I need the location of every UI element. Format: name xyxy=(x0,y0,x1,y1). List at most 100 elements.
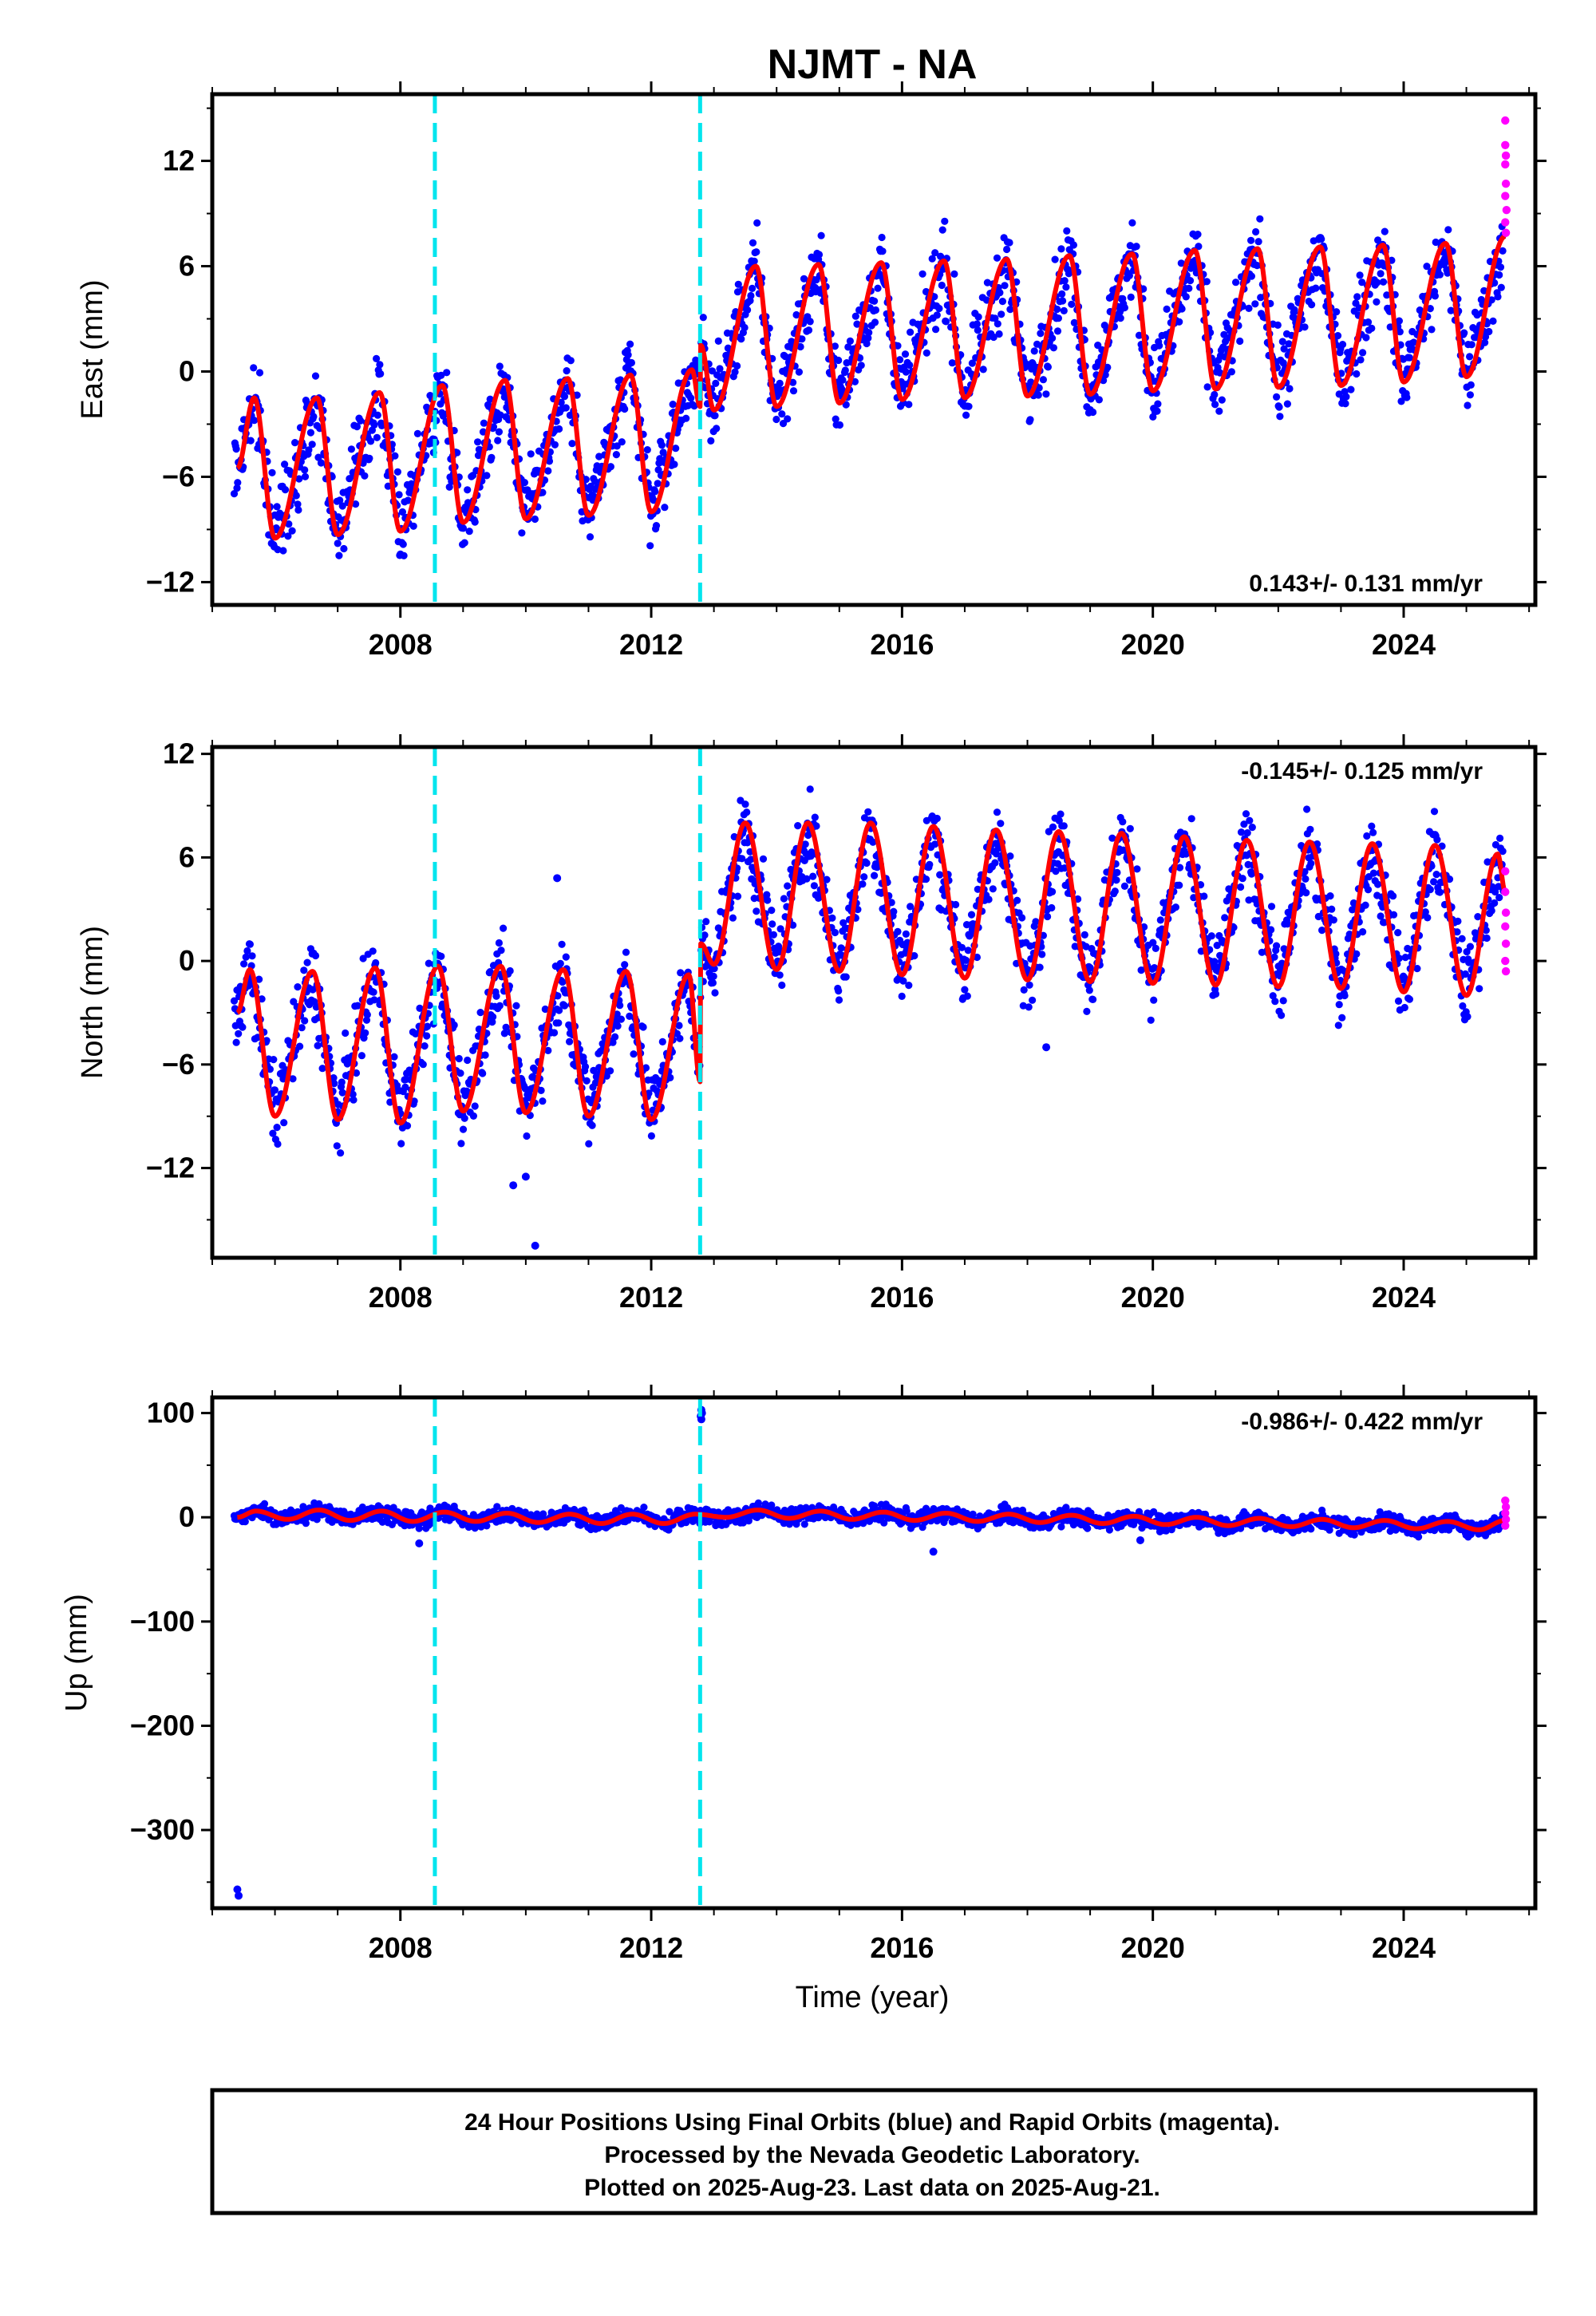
data-point xyxy=(1245,304,1253,312)
data-point xyxy=(506,966,514,975)
data-point xyxy=(789,387,798,395)
data-point xyxy=(1364,318,1373,326)
data-point xyxy=(357,417,365,425)
data-point xyxy=(376,361,384,369)
rapid-orbit-point xyxy=(1501,908,1511,917)
data-point xyxy=(391,452,399,460)
data-point xyxy=(743,808,751,816)
data-point xyxy=(1058,290,1066,298)
data-point xyxy=(769,931,778,939)
data-point xyxy=(294,500,302,508)
data-point xyxy=(1275,403,1283,411)
data-point xyxy=(483,472,491,480)
data-point xyxy=(568,440,576,448)
data-point xyxy=(1374,880,1382,888)
data-point xyxy=(233,484,241,492)
data-point xyxy=(733,892,742,900)
data-point xyxy=(905,401,913,409)
data-point xyxy=(1329,916,1337,924)
data-point xyxy=(395,491,403,499)
data-point xyxy=(974,313,982,321)
data-point xyxy=(369,947,377,955)
data-point xyxy=(1049,887,1057,895)
data-point xyxy=(303,958,311,966)
data-point xyxy=(423,1032,431,1040)
data-point xyxy=(828,914,836,922)
data-point xyxy=(1436,271,1444,279)
data-point xyxy=(301,1017,309,1025)
data-point xyxy=(1464,1013,1472,1021)
data-point xyxy=(996,289,1004,297)
data-point xyxy=(1246,816,1254,824)
data-point xyxy=(555,425,563,433)
data-point xyxy=(399,540,407,548)
figure-title: NJMT - NA xyxy=(768,41,978,88)
data-point xyxy=(1497,283,1505,291)
data-point xyxy=(437,952,445,960)
data-point xyxy=(1468,341,1476,349)
data-point xyxy=(907,328,915,336)
data-point xyxy=(1436,888,1444,896)
data-point xyxy=(749,284,757,292)
rapid-orbit-point xyxy=(1501,151,1511,160)
outlier-point xyxy=(531,1241,539,1250)
data-point xyxy=(1111,887,1119,895)
data-point xyxy=(734,280,742,288)
data-point xyxy=(1495,894,1503,902)
data-point xyxy=(1069,241,1077,249)
data-point xyxy=(1068,300,1076,308)
data-point xyxy=(585,1140,593,1148)
data-point xyxy=(798,335,806,343)
data-point xyxy=(878,233,886,242)
data-point xyxy=(753,907,760,915)
data-point xyxy=(518,529,526,537)
data-point xyxy=(1057,245,1065,253)
data-point xyxy=(871,297,879,305)
data-point xyxy=(347,445,355,453)
data-point xyxy=(863,859,871,868)
data-point xyxy=(1431,292,1439,300)
data-point xyxy=(1227,368,1235,376)
data-point xyxy=(288,527,296,535)
data-point xyxy=(1267,903,1276,911)
data-point xyxy=(753,219,761,227)
data-point xyxy=(622,948,630,956)
data-point xyxy=(494,437,502,445)
data-point xyxy=(624,351,632,359)
data-point xyxy=(305,446,313,454)
data-point xyxy=(1400,1003,1408,1012)
outlier-point xyxy=(521,1172,530,1181)
data-point xyxy=(658,441,666,449)
data-point xyxy=(621,961,629,969)
data-point xyxy=(255,369,264,377)
data-point xyxy=(985,895,993,903)
data-point xyxy=(859,880,867,888)
data-point xyxy=(1403,393,1411,401)
data-point xyxy=(559,978,567,986)
data-point xyxy=(811,813,819,821)
data-point xyxy=(1006,306,1014,314)
data-point xyxy=(1147,1016,1155,1024)
data-point xyxy=(922,349,930,357)
data-point xyxy=(935,304,943,313)
data-point xyxy=(340,544,348,553)
y-tick-label: −100 xyxy=(130,1605,195,1638)
data-point xyxy=(476,1009,484,1017)
data-point xyxy=(1273,393,1281,401)
data-point xyxy=(817,231,825,239)
data-point xyxy=(962,956,970,964)
data-point xyxy=(497,947,505,954)
data-point xyxy=(967,911,976,919)
data-point xyxy=(1030,347,1038,355)
data-point xyxy=(361,1029,369,1037)
data-point xyxy=(373,354,381,362)
data-point xyxy=(699,314,707,322)
data-point xyxy=(1359,349,1367,357)
data-point xyxy=(365,454,373,462)
data-point xyxy=(271,1086,279,1094)
data-point xyxy=(1252,227,1260,236)
data-point xyxy=(342,1029,350,1037)
data-point xyxy=(373,411,381,419)
data-point xyxy=(1112,876,1120,884)
data-point xyxy=(492,992,500,1000)
